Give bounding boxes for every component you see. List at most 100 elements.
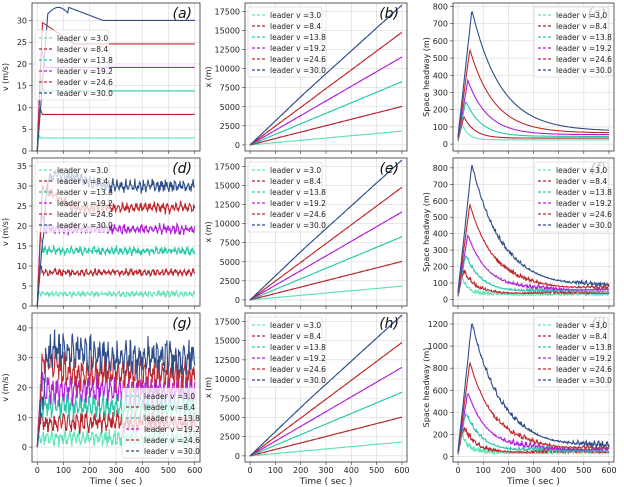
y-tick-label: 40 [17, 324, 27, 333]
series-line-3 [457, 393, 610, 453]
x-tick-label: 500 [576, 466, 591, 475]
legend-entry: leader v =30.0 [270, 376, 326, 385]
series-line-5 [36, 329, 196, 448]
legend-entry: leader v =30.0 [556, 376, 612, 385]
legend-entry: leader v =3.0 [556, 11, 607, 20]
x-axis-label: Time ( sec ) [299, 477, 353, 487]
series-line-5 [457, 164, 610, 293]
legend: leader v =3.0 leader v =8.4 leader v =13.8… [533, 161, 612, 233]
y-tick-label: 12500 [215, 46, 240, 55]
x-tick-label: 0 [455, 466, 460, 475]
series-line-dashed-4 [249, 342, 403, 457]
legend-entry: leader v =24.6 [270, 365, 326, 374]
y-tick-label: 0 [443, 452, 448, 461]
legend-entry: leader v =24.6 [556, 55, 612, 64]
y-tick-label: 20 [17, 384, 27, 393]
y-tick-label: 5000 [220, 258, 240, 267]
series-line-2 [249, 391, 403, 457]
panel-label: (d) [172, 161, 192, 177]
y-tick-label: 0 [443, 140, 448, 149]
x-tick-label: 400 [135, 466, 150, 475]
x-tick-label: 100 [476, 466, 491, 475]
x-tick-label: 300 [318, 466, 333, 475]
series-line-5 [457, 323, 610, 452]
series-line-dashed-1 [249, 105, 403, 146]
y-tick-label: 300 [433, 88, 448, 97]
x-tick-label: 0 [35, 466, 40, 475]
y-tick-label: 2500 [220, 122, 240, 131]
x-tick-label: 400 [551, 466, 566, 475]
legend-entry: leader v =8.4 [270, 177, 321, 186]
legend-entry: leader v =13.8 [556, 343, 612, 352]
legend-entry: leader v =30.0 [57, 89, 113, 98]
legend-box [533, 6, 609, 78]
legend-entry: leader v =13.8 [270, 188, 326, 197]
legend-entry: leader v =8.4 [556, 177, 607, 186]
series-group [249, 314, 403, 457]
legend-entry: leader v =8.4 [57, 177, 108, 186]
y-axis-label: x (m) [204, 66, 213, 87]
series-line-2 [249, 81, 403, 146]
y-tick-label: 600 [433, 386, 448, 395]
series-line-dashed-5 [249, 314, 403, 457]
legend-entry: leader v =3.0 [270, 166, 321, 175]
y-tick-label: 17500 [215, 317, 240, 326]
y-axis-label: x (m) [204, 221, 213, 242]
x-tick-label: 500 [161, 466, 176, 475]
y-tick-label: 500 [433, 213, 448, 222]
y-tick-label: 0 [22, 443, 27, 452]
y-axis-label: v (m/s) [1, 373, 10, 401]
series-line-5 [249, 159, 403, 301]
series-line-5 [249, 4, 403, 146]
legend-box [247, 6, 323, 78]
legend-box [34, 161, 110, 233]
series-line-4 [457, 48, 610, 138]
y-tick-label: 20 [17, 222, 27, 231]
legend-box [34, 29, 110, 101]
legend-entry: leader v =13.8 [57, 188, 113, 197]
series-group [457, 11, 610, 142]
series-group [457, 164, 610, 298]
legend-entry: leader v =24.6 [556, 210, 612, 219]
x-tick-label: 200 [501, 466, 516, 475]
series-line-2 [457, 254, 610, 296]
y-tick-label: 700 [433, 20, 448, 29]
legend: leader v =3.0 leader v =8.4 leader v =13.8… [247, 161, 326, 233]
x-axis-label: Time ( sec ) [89, 477, 143, 487]
y-tick-label: 10 [17, 262, 27, 271]
x-tick-label: 100 [268, 466, 283, 475]
series-line-4 [36, 350, 196, 448]
y-tick-label: 2500 [220, 277, 240, 286]
panel-i: 0 200 400 600 800 1000 1200 0 100 200 300 400 500 600… [422, 312, 617, 487]
y-tick-label: 20 [17, 60, 27, 69]
y-tick-label: 17500 [215, 162, 240, 171]
y-tick-label: 10 [17, 103, 27, 112]
y-tick-label: 100 [433, 123, 448, 132]
legend-box [247, 316, 323, 388]
legend-entry: leader v =30.0 [144, 447, 200, 456]
y-tick-label: 10000 [215, 65, 240, 74]
axes-frame [452, 2, 615, 152]
legend-entry: leader v =24.6 [144, 436, 200, 445]
legend-entry: leader v =24.6 [57, 210, 113, 219]
y-tick-label: 10 [17, 413, 27, 422]
series-line-dashed-4 [249, 186, 403, 301]
legend-box [533, 316, 609, 388]
y-tick-label: 2500 [220, 433, 240, 442]
legend-entry: leader v =19.2 [270, 44, 326, 53]
legend: leader v =3.0 leader v =8.4 leader v =13.8… [247, 316, 326, 388]
legend-entry: leader v =3.0 [144, 392, 195, 401]
series-line-1 [36, 264, 196, 306]
legend-entry: leader v =3.0 [556, 321, 607, 330]
y-tick-label: 17500 [215, 7, 240, 16]
legend-entry: leader v =13.8 [270, 343, 326, 352]
x-tick-label: 600 [394, 466, 409, 475]
y-tick-label: 600 [433, 37, 448, 46]
series-line-2 [36, 233, 196, 306]
y-tick-label: 200 [433, 106, 448, 115]
legend-entry: leader v =3.0 [270, 321, 321, 330]
